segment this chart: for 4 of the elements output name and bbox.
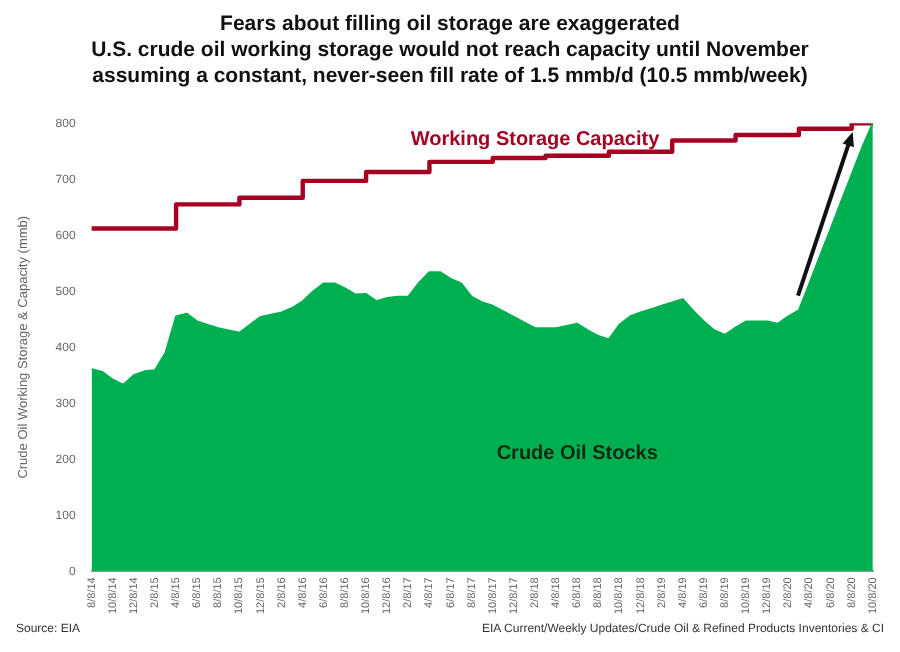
series-label: Crude Oil Stocks	[496, 443, 659, 466]
chart-subtitle: U.S. crude oil working storage would not reach capacity until November assuming a constant, never-seen fill rate of 1.5 mmb/d (10.5 mmb/week)	[89, 38, 811, 90]
series-label: Working Storage Capacity	[410, 129, 661, 152]
chart-title: Fears about filling oil storage are exaggerated	[218, 12, 682, 38]
